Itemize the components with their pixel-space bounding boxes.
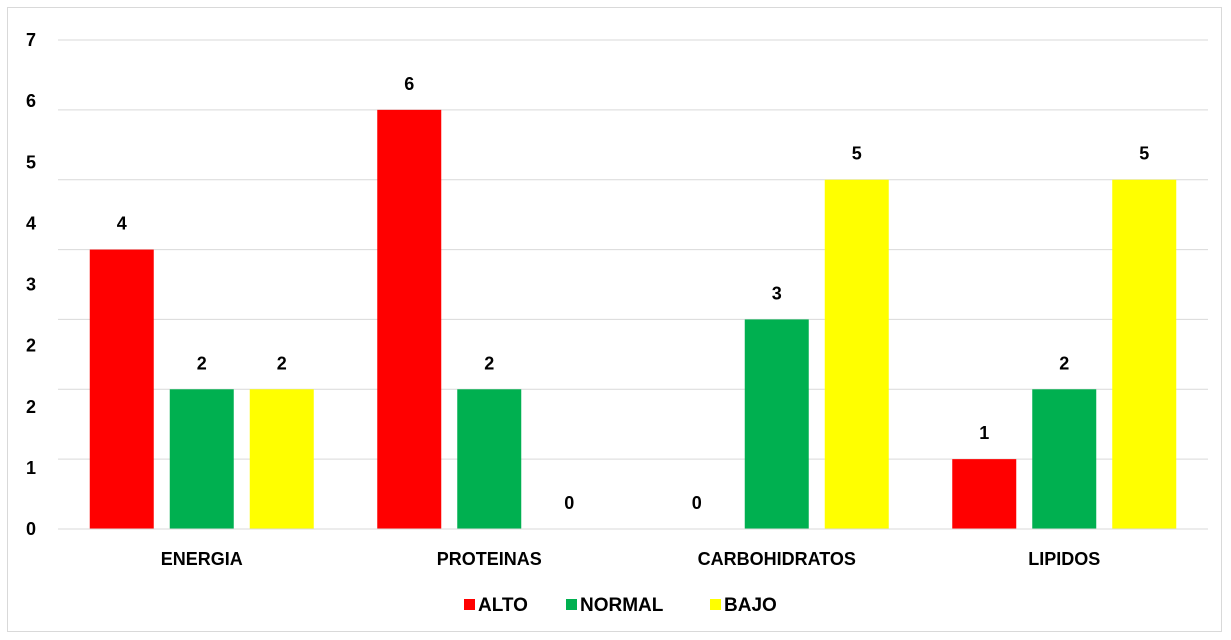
data-label: 2 <box>484 353 494 373</box>
bar-alto <box>89 249 154 530</box>
legend-swatch-alto <box>464 599 475 610</box>
category-label: ENERGIA <box>161 549 243 569</box>
bar-alto <box>377 109 442 529</box>
legend-label-bajo: BAJO <box>724 595 777 616</box>
bar-bajo <box>249 389 314 529</box>
legend-swatch-bajo <box>710 599 721 610</box>
y-tick-label: 0 <box>26 519 36 539</box>
data-label: 6 <box>404 74 414 94</box>
data-label: 2 <box>277 353 287 373</box>
y-tick-label: 6 <box>26 91 36 111</box>
y-tick-label: 5 <box>26 152 36 172</box>
bar-normal <box>457 389 522 529</box>
data-label: 1 <box>979 423 989 443</box>
bar-alto <box>952 459 1017 529</box>
data-label: 5 <box>852 144 862 164</box>
bar-normal <box>1032 389 1097 529</box>
bar-normal <box>169 389 234 529</box>
legend-label-alto: ALTO <box>478 595 528 616</box>
bar-bajo <box>1112 179 1177 529</box>
y-tick-label: 4 <box>26 213 36 233</box>
bar-bajo <box>824 179 889 529</box>
y-tick-label: 2 <box>26 336 36 356</box>
y-tick-label: 1 <box>26 458 36 478</box>
legend-swatch-normal <box>566 599 577 610</box>
data-label: 5 <box>1139 144 1149 164</box>
data-label: 4 <box>117 214 127 234</box>
data-label: 3 <box>772 283 782 303</box>
category-label: PROTEINAS <box>437 549 542 569</box>
legend-label-normal: NORMAL <box>580 595 664 616</box>
y-tick-label: 3 <box>26 275 36 295</box>
data-label: 2 <box>1059 353 1069 373</box>
category-label: LIPIDOS <box>1028 549 1100 569</box>
data-label: 2 <box>197 353 207 373</box>
y-tick-label: 2 <box>26 397 36 417</box>
data-label: 0 <box>692 493 702 513</box>
data-label: 0 <box>564 493 574 513</box>
bar-normal <box>744 319 809 529</box>
category-label: CARBOHIDRATOS <box>698 549 856 569</box>
y-tick-label: 7 <box>26 30 36 50</box>
